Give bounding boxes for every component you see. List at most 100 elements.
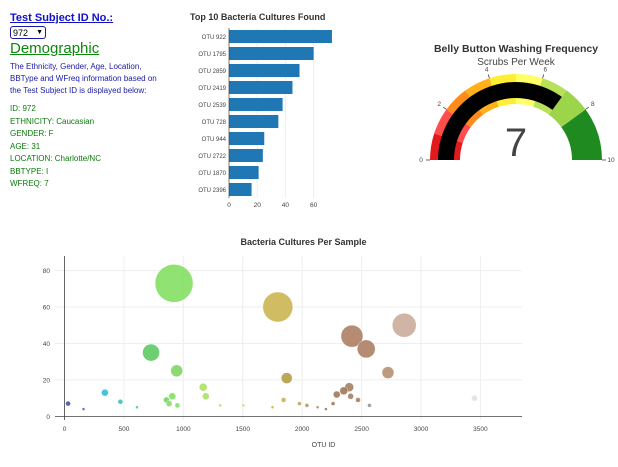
bubble-point	[165, 400, 173, 407]
bubble-point	[241, 403, 246, 408]
bar-category-label: OTU 922	[202, 35, 227, 41]
bubble-point	[142, 343, 160, 362]
info-wfreq: WFREQ: 7	[10, 179, 49, 188]
bubble-y-tick-label: 80	[43, 268, 51, 275]
sidebar: Test Subject ID No.: 972 ▼ Demographic T…	[10, 12, 160, 191]
bubble-x-tick-label: 1500	[236, 426, 251, 433]
bubble-x-tick-label: 2000	[295, 426, 310, 433]
bubble-point	[471, 394, 478, 402]
bubble-point	[315, 405, 320, 409]
info-age: AGE: 31	[10, 141, 41, 151]
gauge-title: Belly Button Washing Frequency	[434, 43, 598, 55]
bubble-point	[198, 382, 208, 392]
bar-chart-title: Top 10 Bacteria Cultures Found	[190, 12, 326, 22]
bar-chart: 0 20 40 60 OTU 922 OTU 1795 OTU 2859 OTU 2419 OT…	[198, 28, 332, 209]
bubble-point	[339, 386, 348, 396]
gauge-step	[548, 90, 586, 128]
info-id: ID: 972	[10, 104, 36, 113]
bubble-point	[218, 403, 222, 408]
bubble-point	[170, 364, 183, 378]
subject-id-select[interactable]: 972 ▼	[10, 26, 46, 39]
info-bbtype: BBTYPE: I	[10, 166, 49, 176]
gauge-value-bar	[438, 82, 562, 160]
bubble-point	[117, 399, 124, 405]
bubble-y-tick-label: 0	[46, 414, 50, 421]
bubble-x-axis-label: OTU ID	[312, 442, 336, 449]
bar	[229, 115, 279, 128]
chevron-down-icon: ▼	[36, 29, 43, 36]
bar-category-label: OTU 2859	[198, 69, 226, 75]
gauge-tick-label: 6	[544, 67, 548, 74]
subject-id-value: 972	[13, 27, 29, 38]
gauge-tick-label: 10	[607, 157, 615, 164]
bubble-x-tick-label: 2500	[354, 426, 369, 433]
info-ethnicity: ETHNICITY: Caucasian	[10, 116, 95, 126]
gauge-step	[561, 109, 602, 160]
gauge-tick-label: 0	[419, 157, 423, 164]
gauge-chart: Belly Button Washing Frequency Scrubs Per…	[419, 43, 615, 165]
bar-category-label: OTU 2419	[198, 86, 226, 92]
bubble-point	[304, 403, 310, 408]
bubble-point	[324, 407, 328, 411]
bubble-point	[202, 392, 210, 401]
bar	[229, 81, 293, 94]
bubble-y-tick-label: 40	[43, 341, 51, 348]
bubble-point	[392, 313, 417, 338]
bar	[229, 98, 283, 111]
gauge-tick	[487, 74, 490, 79]
bubble-point	[381, 366, 395, 379]
bubble-y-tick-label: 20	[43, 377, 51, 384]
subject-id-label: Test Subject ID No.:	[10, 12, 114, 24]
bubble-point	[280, 397, 287, 403]
bubble-point	[357, 339, 376, 359]
bubble-point	[330, 401, 336, 406]
bar	[229, 47, 314, 60]
gauge-tick-label: 2	[437, 101, 441, 108]
bar-category-label: OTU 1795	[198, 52, 226, 58]
bar	[229, 183, 252, 196]
gauge-tick-label: 4	[485, 67, 489, 74]
bar	[229, 149, 263, 162]
bubble-point	[135, 405, 139, 409]
gauge-tick	[585, 106, 590, 110]
bar-category-label: OTU 2722	[198, 154, 226, 160]
bar	[229, 166, 259, 179]
gauge-tick	[542, 74, 545, 79]
bubble-point	[340, 324, 364, 348]
bubble-x-tick-label: 1000	[176, 426, 191, 433]
bubble-point	[355, 397, 361, 403]
gauge-subtitle: Scrubs Per Week	[477, 57, 556, 68]
bubble-chart: Bacteria Cultures Per Sample 0 20 40 60 80 0 50…	[43, 237, 522, 449]
bubble-x-tick-label: 500	[118, 426, 129, 433]
bubble-point	[174, 402, 181, 409]
bar-category-label: OTU 944	[202, 137, 227, 143]
bubble-point	[270, 405, 275, 409]
bar-category-label: OTU 2396	[198, 188, 226, 194]
bubble-y-tick-label: 60	[43, 305, 51, 312]
gauge-value-number: 7	[505, 121, 527, 165]
demographic-info: ID: 972 ETHNICITY: Caucasian GENDER: F A…	[10, 103, 160, 191]
bubble-point	[347, 393, 354, 400]
bar-category-label: OTU 2539	[198, 103, 226, 109]
bar	[229, 132, 265, 145]
bar	[229, 64, 300, 77]
bubble-point	[281, 372, 293, 384]
bubble-x-tick-label: 3500	[473, 426, 488, 433]
bar-category-label: OTU 728	[202, 120, 227, 126]
bubble-x-tick-label: 0	[63, 426, 67, 433]
bubble-point	[168, 392, 176, 401]
bubble-point	[101, 388, 109, 397]
bubble-point	[333, 390, 341, 399]
bubble-chart-title: Bacteria Cultures Per Sample	[240, 237, 366, 247]
bubble-point	[154, 264, 194, 303]
info-gender: GENDER: F	[10, 129, 54, 138]
gauge-tick	[442, 106, 447, 110]
gauge-tick-label: 8	[591, 101, 595, 108]
bar	[229, 30, 332, 43]
bar-x-tick-label: 20	[254, 202, 262, 209]
bar-x-tick-label: 40	[282, 202, 290, 209]
bubble-x-tick-label: 3000	[414, 426, 429, 433]
demographic-heading: Demographic	[10, 40, 100, 57]
bubble-point	[81, 407, 86, 411]
bar-x-tick-label: 60	[310, 202, 318, 209]
